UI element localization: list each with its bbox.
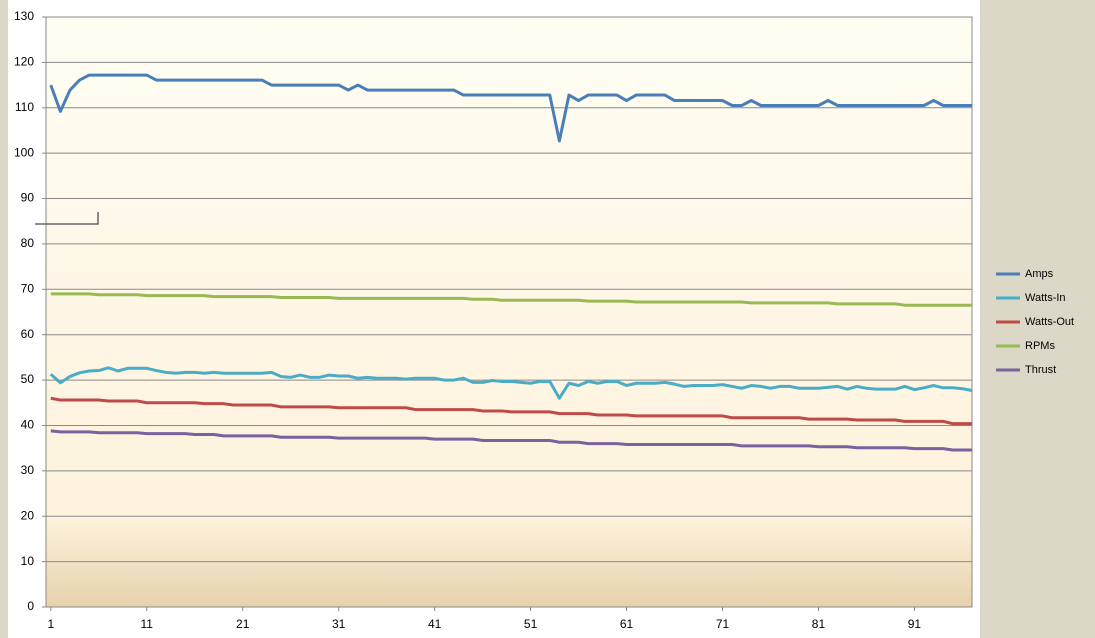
- series-line: [50, 292, 972, 307]
- y-tick-label: 110: [15, 100, 34, 114]
- side-panel: [980, 0, 1095, 638]
- x-tick-label: 81: [812, 617, 826, 631]
- legend-label: Watts-In: [1025, 292, 1066, 304]
- legend-label: Watts-Out: [1025, 316, 1074, 328]
- series-line: [49, 73, 972, 143]
- y-tick-label: 80: [21, 236, 35, 250]
- x-tick-label: 1: [47, 617, 54, 631]
- y-tick-label: 0: [27, 599, 34, 613]
- legend-label: Thrust: [1025, 364, 1056, 376]
- plot-area: [45, 16, 973, 608]
- x-tick-label: 11: [141, 617, 154, 631]
- y-tick-label: 100: [14, 145, 34, 159]
- x-tick-label: 71: [716, 617, 730, 631]
- y-tick-label: 20: [21, 508, 35, 522]
- series-line: [50, 429, 972, 452]
- y-tick-label: 70: [21, 281, 35, 295]
- series-line: [49, 366, 973, 400]
- shape-artifact: [35, 212, 99, 225]
- series-line: [50, 396, 972, 426]
- x-tick-label: 91: [908, 617, 922, 631]
- legend-label: Amps: [1025, 268, 1054, 280]
- x-tick-label: 21: [236, 617, 250, 631]
- y-tick-label: 10: [21, 554, 35, 568]
- legend-label: RPMs: [1025, 340, 1055, 352]
- y-tick-label: 50: [21, 372, 35, 386]
- x-tick-label: 31: [332, 617, 346, 631]
- x-tick-label: 51: [524, 617, 538, 631]
- y-tick-label: 30: [21, 463, 35, 477]
- y-tick-label: 40: [21, 418, 35, 432]
- y-tick-label: 120: [14, 55, 34, 69]
- y-tick-label: 130: [14, 9, 34, 23]
- y-tick-label: 60: [21, 327, 35, 341]
- y-tick-label: 90: [21, 191, 35, 205]
- x-tick-label: 41: [428, 617, 442, 631]
- x-tick-label: 61: [620, 617, 634, 631]
